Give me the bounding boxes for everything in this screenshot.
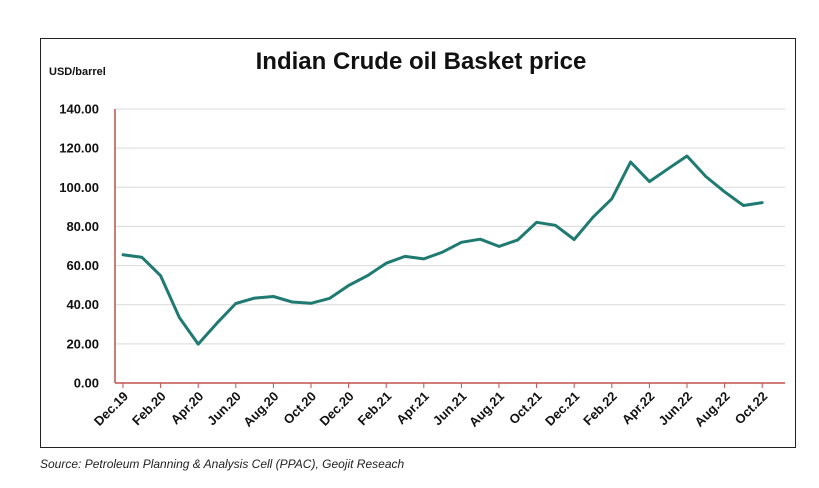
series-layer [121, 154, 764, 346]
y-tick-label: 120.00 [59, 141, 99, 156]
x-tick-label: Aug.21 [466, 389, 507, 430]
y-axis-unit-label: USD/barrel [49, 66, 106, 78]
y-tick-label: 140.00 [59, 102, 99, 117]
x-tick-label: Apr.21 [393, 389, 432, 428]
x-tick-labels: Dec.19Feb.20Apr.20Jun.20Aug.20Oct.20Dec.… [91, 389, 770, 430]
series-line [121, 154, 764, 346]
x-tick-label: Feb.22 [580, 389, 620, 429]
y-tick-label: 20.00 [66, 336, 99, 351]
chart-title: Indian Crude oil Basket price [256, 48, 587, 75]
x-tick-label: Apr.20 [168, 389, 207, 428]
x-tick-label: Dec.19 [91, 389, 131, 429]
source-note: Source: Petroleum Planning & Analysis Ce… [40, 457, 405, 471]
x-tick-label: Dec.20 [316, 389, 356, 429]
x-tick-label: Jun.21 [430, 389, 470, 429]
y-tick-label: 80.00 [66, 219, 99, 234]
x-tick-label: Feb.21 [355, 389, 395, 429]
x-tick-label: Jun.20 [204, 389, 244, 429]
x-tick-label: Apr.22 [619, 389, 658, 428]
x-tick-label: Aug.22 [691, 389, 732, 430]
x-tick-label: Oct.22 [732, 389, 771, 428]
x-tick-label: Dec.21 [542, 389, 582, 429]
x-tick-label: Feb.20 [129, 389, 169, 429]
y-tick-label: 100.00 [59, 180, 99, 195]
x-tick-label: Oct.20 [280, 389, 319, 428]
y-tick-label: 40.00 [66, 297, 99, 312]
gridlines [115, 108, 785, 345]
line-chart: Indian Crude oil Basket price USD/barrel… [49, 48, 785, 430]
y-tick-labels: 0.00 20.00 40.00 60.00 80.00 100.00 120.00 140.… [59, 102, 99, 391]
x-tick-label: Aug.20 [240, 389, 281, 430]
y-tick-label: 0.00 [74, 376, 99, 391]
x-tick-label: Oct.21 [506, 389, 545, 428]
y-tick-label: 60.00 [66, 258, 99, 273]
chart-frame: Indian Crude oil Basket price USD/barrel… [40, 38, 796, 448]
x-tick-label: Jun.22 [655, 389, 695, 429]
axes [114, 109, 785, 388]
